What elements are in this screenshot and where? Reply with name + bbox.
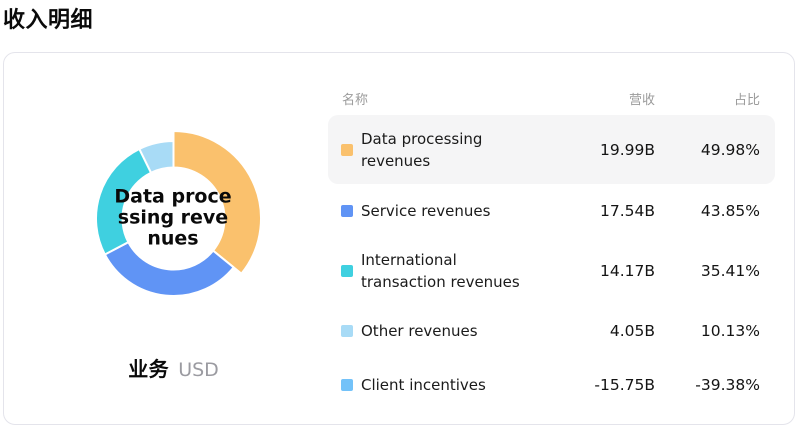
series-share: 35.41% — [700, 261, 760, 280]
page-title: 收入明细 — [3, 8, 94, 33]
table-row[interactable]: Other revenues 4.05B 10.13% — [328, 304, 775, 358]
series-color-swatch — [341, 143, 353, 156]
header-revenue: 营收 — [628, 92, 655, 108]
center-label-line: nues — [147, 227, 199, 250]
series-color-swatch — [341, 379, 353, 391]
donut-slice[interactable] — [138, 140, 175, 174]
donut-center-label: Data proce ssing reve nues — [114, 185, 232, 250]
revenue-table: 名称 营收 占比 Data processing revenues 19.99B… — [328, 81, 775, 412]
series-name: Other revenues — [361, 322, 478, 340]
series-color-swatch — [341, 264, 353, 277]
table-row[interactable]: Client incentives -15.75B -39.38% — [328, 358, 775, 412]
series-revenue: 19.99B — [599, 140, 655, 159]
header-share: 占比 — [733, 92, 760, 108]
table-row[interactable]: International transaction revenues 14.17… — [328, 237, 775, 304]
series-revenue: 4.05B — [609, 322, 655, 340]
header-name: 名称 — [342, 92, 369, 108]
series-name: Data processing revenues — [361, 129, 483, 170]
series-revenue: 14.17B — [599, 261, 655, 280]
revenue-card: Data proce ssing reve nues 业务 USD 名称 营收 占… — [3, 52, 795, 425]
chart-footer: 业务 USD — [4, 353, 343, 382]
center-label-line: ssing reve — [117, 206, 229, 229]
dimension-label: 业务 — [128, 357, 170, 381]
series-name: Client incentives — [361, 376, 486, 394]
series-share: 10.13% — [700, 322, 760, 340]
table-row[interactable]: Service revenues 17.54B 43.85% — [328, 184, 775, 237]
series-share: 49.98% — [700, 140, 760, 159]
series-share: -39.38% — [695, 376, 760, 394]
series-name: Service revenues — [361, 201, 491, 220]
series-color-swatch — [341, 204, 353, 217]
table-row[interactable]: Data processing revenues 19.99B 49.98% — [328, 115, 775, 184]
series-revenue: -15.75B — [594, 376, 655, 394]
series-name: International transaction revenues — [361, 250, 520, 291]
donut-slice[interactable] — [172, 130, 262, 275]
series-share: 43.85% — [700, 201, 760, 220]
table-header-row: 名称 营收 占比 — [328, 81, 775, 115]
center-label-line: Data proce — [114, 185, 232, 208]
donut-chart — [95, 130, 262, 297]
table-body: Data processing revenues 19.99B 49.98% S… — [328, 115, 775, 412]
series-color-swatch — [341, 325, 353, 337]
series-revenue: 17.54B — [599, 201, 655, 220]
currency-unit-label: USD — [178, 359, 219, 381]
donut-chart-panel: Data proce ssing reve nues 业务 USD — [4, 53, 344, 424]
